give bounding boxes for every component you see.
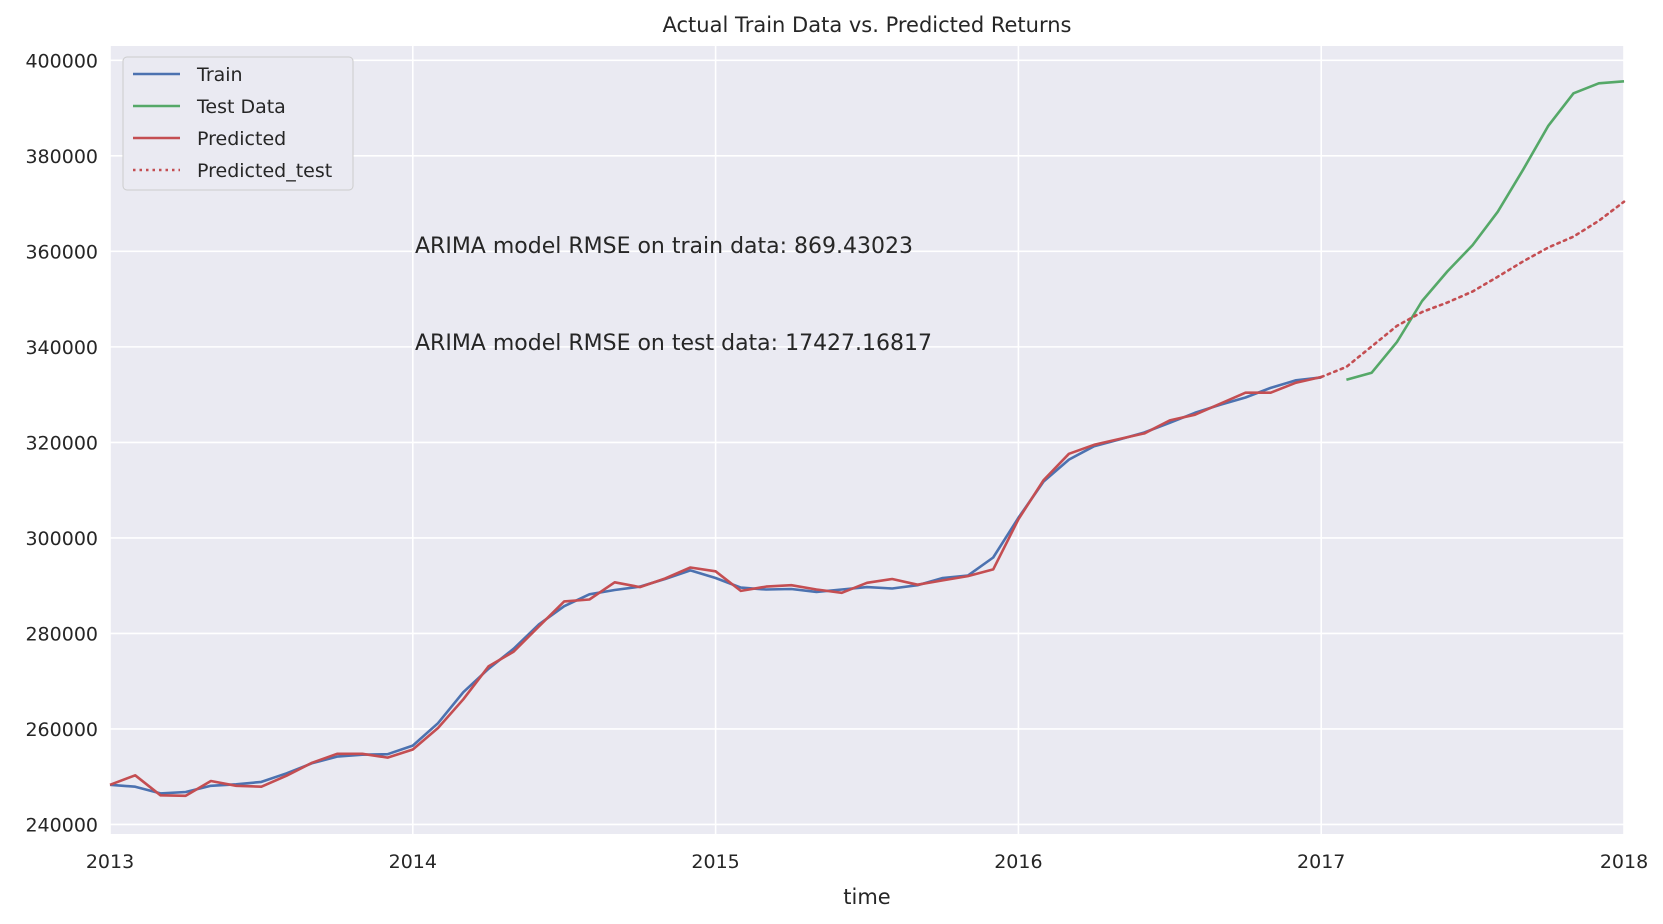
legend: Train Test Data Predicted Predicted_test: [122, 56, 354, 191]
x-tick-label: 2014: [389, 851, 437, 873]
x-tick-label: 2016: [994, 851, 1042, 873]
x-tick-label: 2018: [1600, 851, 1648, 873]
series-line-predicted: [109, 375, 1322, 798]
legend-label-test-data: Test Data: [196, 96, 286, 118]
y-tick-label: 240000: [25, 814, 98, 836]
y-tick-label: 340000: [25, 337, 98, 359]
y-tick-label: 280000: [25, 623, 98, 645]
y-tick-label: 320000: [25, 432, 98, 454]
x-tick-label: 2015: [691, 851, 739, 873]
series-line-test-data: [1346, 80, 1625, 382]
chart-title: Actual Train Data vs. Predicted Returns: [663, 13, 1072, 37]
series-layer: [109, 80, 1626, 798]
x-tick-label: 2013: [86, 851, 134, 873]
y-tick-label: 300000: [25, 528, 98, 550]
x-axis-label: time: [843, 885, 890, 909]
legend-label-train: Train: [196, 64, 243, 86]
y-tick-label: 380000: [25, 146, 98, 168]
y-tick-label: 360000: [25, 241, 98, 263]
y-tick-label: 400000: [25, 50, 98, 72]
series-line-predicted-test: [1319, 200, 1626, 379]
x-tick-label: 2017: [1297, 851, 1345, 873]
annotation-test-rmse: ARIMA model RMSE on test data: 17427.168…: [415, 331, 932, 356]
x-tick-labels: 2013 2014 2015 2016 2017 2018: [86, 851, 1648, 873]
plot-background: [110, 46, 1624, 834]
grid: [109, 46, 1625, 834]
legend-label-predicted: Predicted: [197, 128, 286, 150]
legend-label-predicted-test: Predicted_test: [197, 160, 332, 182]
y-tick-label: 260000: [25, 719, 98, 741]
y-tick-labels: 240000 260000 280000 300000 320000 340000 3600…: [25, 50, 98, 836]
legend-box: [122, 56, 354, 191]
annotation-train-rmse: ARIMA model RMSE on train data: 869.4302…: [415, 234, 913, 259]
